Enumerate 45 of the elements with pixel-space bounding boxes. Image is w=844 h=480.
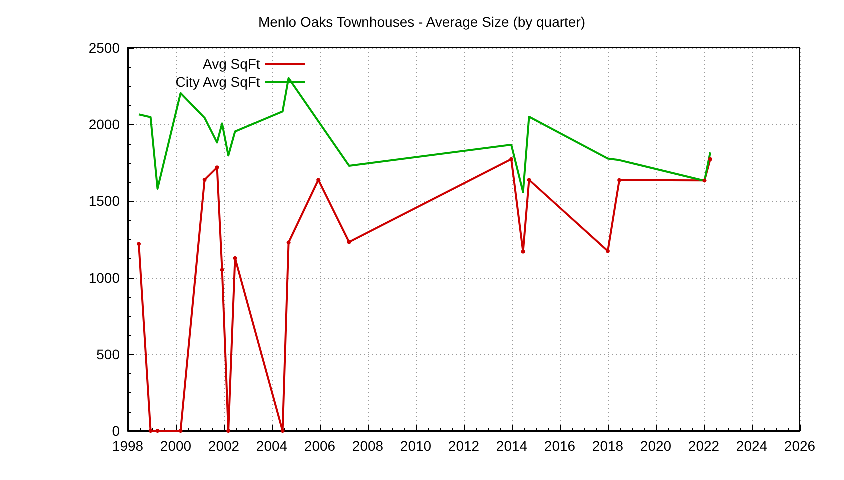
point [178, 429, 183, 433]
point [202, 178, 207, 182]
point [606, 249, 610, 254]
x-tick-label: 2012 [448, 438, 480, 454]
point [148, 429, 153, 433]
y-tick-label: 1500 [88, 193, 120, 210]
chart-title: Menlo Oaks Townhouses - Average Size (by quarter) [258, 14, 586, 30]
x-tick-label: 2024 [736, 438, 768, 454]
x-tick-label: 2002 [208, 438, 240, 454]
x-tick-label: 2026 [784, 438, 816, 454]
x-tick-label: 2020 [640, 438, 672, 454]
point [510, 157, 514, 162]
point [347, 240, 352, 244]
x-tick-label: 2022 [688, 438, 720, 454]
x-tick-label: 2008 [352, 438, 384, 454]
point [220, 268, 224, 272]
point [702, 178, 707, 183]
x-tick-label: 2000 [160, 438, 192, 454]
point [521, 250, 526, 254]
point [226, 429, 231, 433]
y-tick-label: 500 [96, 346, 120, 362]
x-tick-label: 2010 [400, 438, 432, 454]
point [280, 429, 285, 433]
x-tick-label: 2014 [496, 438, 528, 454]
point [233, 256, 238, 260]
x-tick-label: 2016 [544, 438, 576, 454]
line-series [138, 77, 712, 194]
line-series [137, 157, 712, 433]
y-tick-label: 0 [112, 423, 120, 439]
legend-label: Avg SqFt [203, 56, 260, 72]
x-tick-label: 1998 [112, 438, 144, 454]
point [137, 242, 142, 246]
x-tick-label: 2018 [592, 438, 624, 454]
y-tick-label: 2500 [88, 40, 120, 56]
point [156, 429, 160, 433]
point [286, 240, 291, 245]
legend-label: City Avg SqFt [176, 74, 260, 90]
point [618, 178, 622, 182]
y-tick-label: 1000 [88, 270, 120, 286]
x-tick-label: 2004 [256, 438, 288, 454]
point [527, 178, 532, 182]
x-tick-label: 2006 [304, 438, 336, 454]
point [215, 166, 220, 170]
point [708, 157, 712, 162]
y-tick-label: 2000 [88, 116, 120, 133]
